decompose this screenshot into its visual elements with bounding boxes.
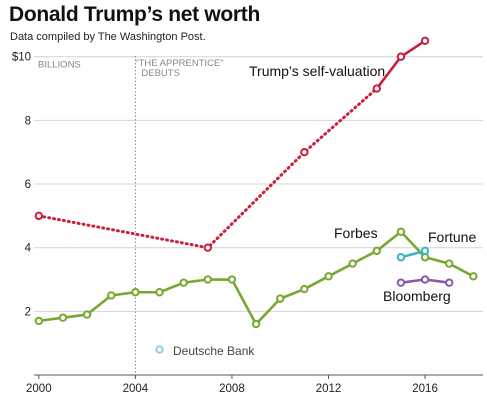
series-lines [37, 39, 474, 326]
point-forbes-2009 [251, 319, 261, 329]
series-label-deutsche-bank: Deutsche Bank [173, 344, 255, 358]
point-forbes-2008 [227, 275, 237, 284]
y-tick-label-6: 6 [25, 179, 31, 191]
chart-title: Donald Trump’s net worth [9, 3, 261, 26]
series-points [34, 36, 478, 354]
point-trump-s-self-valuation-2007 [203, 243, 213, 252]
point-forbes-2000 [34, 316, 44, 326]
point-forbes-2004 [131, 288, 140, 297]
point-forbes-2013 [348, 259, 357, 268]
point-forbes-2011 [300, 284, 309, 294]
point-trump-s-self-valuation-2011 [300, 148, 309, 157]
series-label-forbes: Forbes [334, 225, 378, 241]
chart-subtitle: Data compiled by The Washington Post. [10, 31, 206, 43]
y-tick-label-4: 4 [25, 243, 32, 255]
apprentice-label-2: DEBUTS [141, 68, 180, 79]
point-forbes-2010 [276, 294, 285, 303]
point-trump-s-self-valuation-2015 [396, 52, 406, 61]
apprentice-annotation: “THE APPRENTICE”DEBUTS [134, 56, 224, 375]
x-tick-label-2004: 2004 [123, 383, 149, 395]
grid-lines [34, 56, 483, 312]
series-line-forbes [38, 230, 474, 326]
point-forbes-2002 [82, 310, 92, 319]
point-bloomberg-2016 [420, 275, 430, 284]
point-forbes-2007 [203, 275, 213, 284]
series-labels: Trump’s self-valuation Forbes Fortune Bloom… [173, 63, 476, 358]
point-forbes-2005 [155, 288, 164, 297]
point-forbes-2001 [58, 313, 68, 322]
y-tick-label-10: $10 [12, 52, 31, 64]
point-trump-s-self-valuation-2014 [372, 84, 381, 93]
unit-label: BILLIONS [38, 60, 81, 71]
x-tick-label-2016: 2016 [412, 383, 438, 395]
point-forbes-2003 [107, 291, 116, 300]
point-trump-s-self-valuation-2000 [34, 211, 44, 221]
point-trump-s-self-valuation-2016 [420, 36, 430, 46]
point-forbes-2018 [469, 272, 478, 281]
series-label-fortune: Fortune [428, 229, 476, 245]
series-line-trump-s-self-valuation-dotted [37, 87, 379, 250]
y-tick-label-8: 8 [25, 115, 31, 127]
x-tick-label-2008: 2008 [219, 383, 245, 395]
axis-ticks: $10 8 6 4 2 BILLIONS 2000 2004 2008 2012 2016 [12, 52, 483, 395]
x-tick-label-2012: 2012 [316, 383, 342, 395]
apprentice-label-1: “THE APPRENTICE” [135, 58, 223, 69]
point-forbes-2006 [179, 278, 188, 287]
point-bloomberg-2017 [445, 278, 454, 287]
point-deutsche-bank-2005 [155, 345, 164, 354]
point-forbes-2014 [372, 246, 381, 256]
point-forbes-2015 [396, 227, 406, 236]
series-label-trump-s-self-valuation: Trump’s self-valuation [249, 63, 385, 79]
series-label-bloomberg: Bloomberg [383, 288, 451, 304]
point-bloomberg-2015 [396, 278, 406, 287]
x-tick-label-2000: 2000 [26, 383, 52, 395]
point-fortune-2016 [420, 246, 430, 256]
y-tick-label-2: 2 [25, 306, 31, 318]
point-fortune-2015 [396, 253, 406, 262]
point-forbes-2012 [324, 272, 333, 281]
point-forbes-2017 [445, 259, 454, 268]
